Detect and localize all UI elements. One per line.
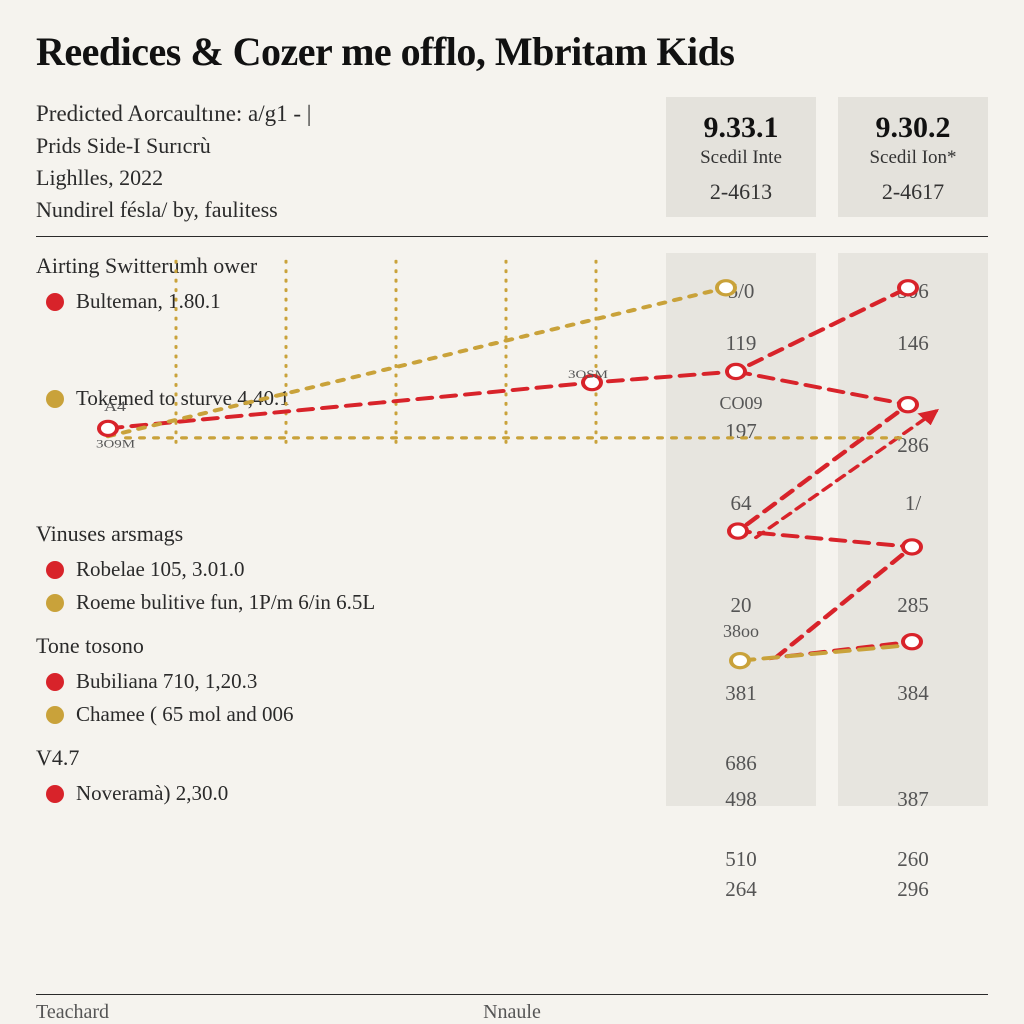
data-value: 38oo	[666, 621, 816, 642]
data-value: 510	[666, 847, 816, 872]
data-value: 1/	[838, 491, 988, 516]
column-headers: 9.33.1 Scedil Inte 2-4613 9.30.2 Scedil …	[666, 97, 988, 217]
legend-item: Roeme bulitive fun, 1P/m 6/in 6.5L	[46, 590, 616, 615]
col2-small: 2-4617	[846, 179, 980, 205]
header-meta: Predicted Aorcaultıne: a/g1 - | Prids Si…	[36, 97, 666, 226]
data-value: 146	[838, 331, 988, 356]
legend-item: Bubiliana 710, 1,20.3	[46, 669, 616, 694]
data-value: 197	[666, 419, 816, 444]
legend-item: Chamee ( 65 mol and 006	[46, 702, 616, 727]
header-row: Predicted Aorcaultıne: a/g1 - | Prids Si…	[36, 97, 988, 226]
data-value: 286	[838, 433, 988, 458]
col1-big: 9.33.1	[674, 111, 808, 145]
col1-mid: Scedil Inte	[674, 147, 808, 169]
header-line-2: Prids Side-I Surıcrù	[36, 130, 666, 162]
section-title: Vinuses arsmags	[36, 521, 616, 547]
section-title: Airting Switterumh ower	[36, 253, 616, 279]
data-value: 260	[838, 847, 988, 872]
legend-dot-icon	[46, 706, 64, 724]
legend-label: Bubiliana 710, 1,20.3	[76, 669, 257, 694]
legend-item: Tokemed to sturve 4,40.1	[46, 386, 616, 411]
data-value: 285	[838, 593, 988, 618]
header-line-4: Nundirel fésla/ by, faulitess	[36, 194, 666, 226]
data-value: 686	[666, 751, 816, 776]
footer: Teachard Nnaule	[36, 994, 988, 1024]
data-value: 387	[838, 787, 988, 812]
legend-item: Bulteman, 1.80.1	[46, 289, 616, 314]
data-value: 381	[666, 681, 816, 706]
data-value: 5/0	[666, 279, 816, 304]
data-value: 64	[666, 491, 816, 516]
header-line-1: Predicted Aorcaultıne: a/g1 - |	[36, 97, 666, 130]
data-value: 296	[838, 877, 988, 902]
left-content: Airting Switterumh ower Bulteman, 1.80.1 T…	[36, 253, 616, 806]
page-title: Reedices & Cozer me offlo, Mbritam Kids	[36, 28, 988, 75]
legend-item: Noveramà) 2,30.0	[46, 781, 616, 806]
legend-label: Roeme bulitive fun, 1P/m 6/in 6.5L	[76, 590, 375, 615]
legend-dot-icon	[46, 390, 64, 408]
column-header-2: 9.30.2 Scedil Ion* 2-4617	[838, 97, 988, 217]
data-value: 119	[666, 331, 816, 356]
footer-left: Teachard	[36, 1001, 353, 1024]
top-rule	[36, 236, 988, 237]
legend-label: Robelae 105, 3.01.0	[76, 557, 245, 582]
legend-label: Noveramà) 2,30.0	[76, 781, 228, 806]
section-title: V4.7	[36, 745, 616, 771]
legend-label: Tokemed to sturve 4,40.1	[76, 386, 290, 411]
page: Reedices & Cozer me offlo, Mbritam Kids …	[0, 0, 1024, 1024]
legend-dot-icon	[46, 785, 64, 803]
legend-dot-icon	[46, 673, 64, 691]
legend-dot-icon	[46, 594, 64, 612]
section-title: Tone tosono	[36, 633, 616, 659]
legend-label: Bulteman, 1.80.1	[76, 289, 221, 314]
data-value: 384	[838, 681, 988, 706]
data-value: 264	[666, 877, 816, 902]
legend-item: Robelae 105, 3.01.0	[46, 557, 616, 582]
column-header-1: 9.33.1 Scedil Inte 2-4613	[666, 97, 816, 217]
data-value: 20	[666, 593, 816, 618]
data-value: 498	[666, 787, 816, 812]
header-line-3: Lighlles, 2022	[36, 162, 666, 194]
legend-dot-icon	[46, 561, 64, 579]
data-value: 306	[838, 279, 988, 304]
body: 5/0119CO09197642038oo381686498510264 306…	[36, 253, 988, 806]
footer-right	[671, 1001, 988, 1024]
data-value: CO09	[666, 393, 816, 414]
data-col-2: 3061462861/285384387260296	[838, 253, 988, 806]
col2-big: 9.30.2	[846, 111, 980, 145]
legend-dot-icon	[46, 293, 64, 311]
data-columns: 5/0119CO09197642038oo381686498510264 306…	[666, 253, 988, 806]
footer-center: Nnaule	[353, 1001, 670, 1024]
data-col-1: 5/0119CO09197642038oo381686498510264	[666, 253, 816, 806]
col2-mid: Scedil Ion*	[846, 147, 980, 169]
col1-small: 2-4613	[674, 179, 808, 205]
legend-label: Chamee ( 65 mol and 006	[76, 702, 294, 727]
